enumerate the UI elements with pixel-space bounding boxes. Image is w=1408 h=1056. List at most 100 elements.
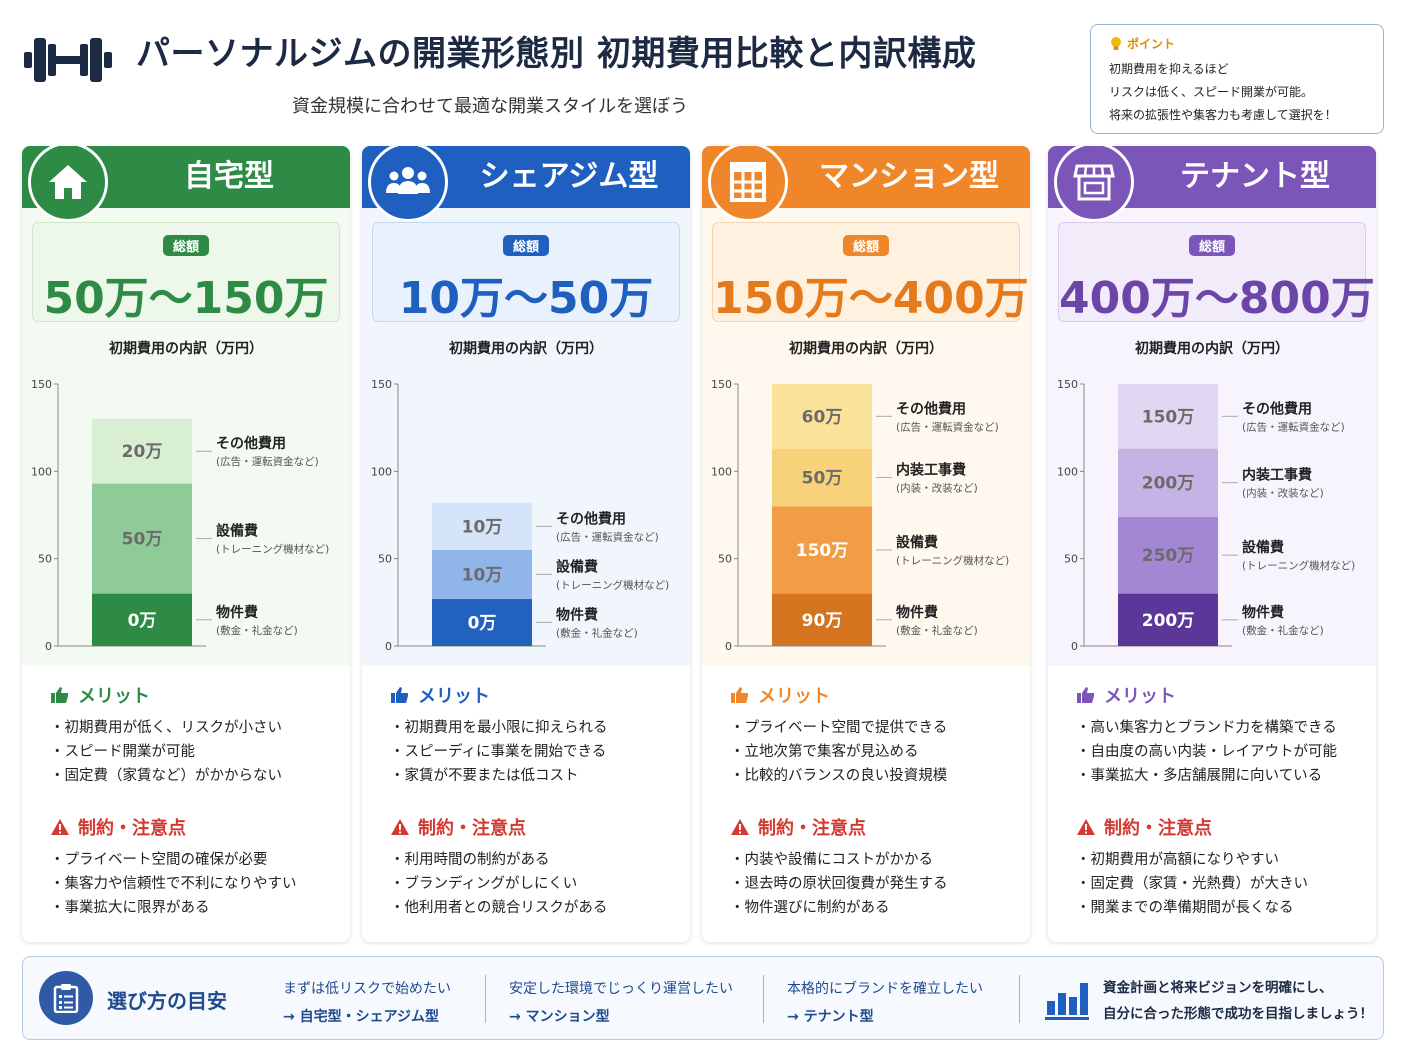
total-badge: 総額 <box>502 235 549 256</box>
page-subtitle: 資金規模に合わせて最適な開業スタイルを選ぼう <box>292 96 688 117</box>
guide-question: 安定した環境でじっくり運営したい <box>509 981 733 997</box>
info-panel: メリット 高い集客力とブランド力を構築できる 自由度の高い内装・レイアウトが可能… <box>1048 666 1376 942</box>
caution-list: 内装や設備にコストがかかる 退去時の原状回復費が発生する 物件選びに制約がある <box>730 848 1030 920</box>
warning-icon <box>391 819 409 835</box>
y-tick-label: 100 <box>1057 465 1078 478</box>
legend-label: その他費用 <box>896 400 966 417</box>
guide-message: 資金計画と将来ビジョンを明確にし、 自分に合った形態で成功を目指しましょう！ <box>1103 975 1373 1027</box>
list-item: 初期費用が高額になりやすい <box>1076 848 1376 872</box>
legend-sublabel: (広告・運転資金など) <box>216 455 319 468</box>
legend-label: その他費用 <box>216 435 286 452</box>
legend-sublabel: (トレーニング機材など) <box>896 554 1009 567</box>
point-box: ポイント 初期費用を抑えるほど リスクは低く、スピード開業が可能。 将来の拡張性… <box>1090 24 1384 134</box>
legend-label: 設備費 <box>896 534 938 551</box>
y-tick-label: 100 <box>711 465 732 478</box>
clipboard-icon <box>39 971 93 1025</box>
bar-segment <box>92 418 192 484</box>
y-tick-label: 50 <box>718 553 732 566</box>
merit-label: メリット <box>1104 686 1176 707</box>
bar-segment <box>1118 593 1218 646</box>
data-label: 150万 <box>1142 407 1195 427</box>
bar-segment <box>92 593 192 646</box>
legend-label: 物件費 <box>896 604 938 621</box>
total-badge: 総額 <box>162 235 209 256</box>
total-box: 総額 400万～800万 <box>1058 222 1375 324</box>
bar-segment <box>1118 384 1218 449</box>
guide-message-line: 資金計画と将来ビジョンを明確にし、 <box>1103 980 1333 996</box>
column-title: マンション型 <box>819 159 999 194</box>
guide-item: まずは低リスクで始めたい → 自宅型・シェアジム型 <box>283 975 451 1031</box>
list-item: 事業拡大に限界がある <box>50 896 350 920</box>
data-label: 10万 <box>462 517 503 537</box>
legend-label: 設備費 <box>556 558 598 575</box>
y-tick-label: 150 <box>31 378 52 391</box>
y-tick-label: 50 <box>38 553 52 566</box>
guide-message-line: 自分に合った形態で成功を目指しましょう！ <box>1103 1006 1373 1022</box>
total-value: 50万～150万 <box>43 273 329 324</box>
merit-list: 初期費用を最小限に抑えられる スピーディに事業を開始できる 家賃が不要または低コ… <box>390 716 690 788</box>
merit-label: メリット <box>418 686 490 707</box>
legend-label: 設備費 <box>216 523 258 540</box>
list-item: 利用時間の制約がある <box>390 848 690 872</box>
y-tick-label: 150 <box>1057 378 1078 391</box>
merit-list: 高い集客力とブランド力を構築できる 自由度の高い内装・レイアウトが可能 事業拡大… <box>1076 716 1376 788</box>
legend-label: その他費用 <box>556 510 626 527</box>
legend-label: 物件費 <box>1242 604 1284 621</box>
column-header: テナント型 <box>1048 146 1376 222</box>
legend-label: 物件費 <box>216 604 258 621</box>
column-mansion: マンション型 総額 150万～400万 初期費用の内訳（万円） 0 50 100 15… <box>702 146 1030 942</box>
data-label: 90万 <box>802 611 843 631</box>
y-tick-label: 50 <box>378 553 392 566</box>
data-label: 50万 <box>802 468 843 488</box>
data-label: 200万 <box>1142 474 1195 494</box>
caution-heading: 制約・注意点 <box>390 814 690 840</box>
building-icon <box>708 146 788 222</box>
list-item: プライベート空間で提供できる <box>730 716 1030 740</box>
divider <box>485 975 486 1023</box>
column-home: 自宅型 総額 50万～150万 初期費用の内訳（万円） 0 50 100 150 0万 物… <box>22 146 350 942</box>
list-item: 初期費用を最小限に抑えられる <box>390 716 690 740</box>
y-tick-label: 100 <box>31 465 52 478</box>
cost-breakdown-chart: 0 50 100 150 90万 物件費 (敷金・礼金など) 150万 設備費 (トレーニング機材… <box>711 378 1009 653</box>
point-label: ポイント <box>1127 37 1176 51</box>
list-item: スピーディに事業を開始できる <box>390 740 690 764</box>
selection-guide: 選び方の目安 まずは低リスクで始めたい → 自宅型・シェアジム型 安定した環境で… <box>22 956 1384 1040</box>
list-item: 自由度の高い内装・レイアウトが可能 <box>1076 740 1376 764</box>
list-item: 退去時の原状回復費が発生する <box>730 872 1030 896</box>
legend-label: 物件費 <box>556 606 598 623</box>
legend-sublabel: (広告・運転資金など) <box>896 420 999 433</box>
list-item: 固定費（家賃・光熱費）が大きい <box>1076 872 1376 896</box>
caution-list: 初期費用が高額になりやすい 固定費（家賃・光熱費）が大きい 開業までの準備期間が… <box>1076 848 1376 920</box>
total-box: 総額 10万～50万 <box>372 222 680 324</box>
divider <box>1019 975 1020 1023</box>
legend-sublabel: (トレーニング機材など) <box>556 578 669 591</box>
list-item: ブランディングがしにくい <box>390 872 690 896</box>
chart-title: 初期費用の内訳（万円） <box>449 341 603 357</box>
legend-label: 内装工事費 <box>896 461 966 478</box>
point-line: 将来の拡張性や集客力も考慮して選択を！ <box>1109 108 1337 122</box>
column-header: シェアジム型 <box>362 146 690 222</box>
info-panel: メリット プライベート空間で提供できる 立地次第で集客が見込める 比較的バランス… <box>702 666 1030 942</box>
legend-sublabel: (内装・改装など) <box>896 481 978 494</box>
legend-sublabel: (内装・改装など) <box>1242 487 1324 500</box>
bar-segment <box>92 483 192 594</box>
legend-sublabel: (トレーニング機材など) <box>216 543 329 556</box>
total-badge: 総額 <box>842 235 889 256</box>
home-icon <box>28 146 108 222</box>
caution-label: 制約・注意点 <box>78 818 186 839</box>
data-label: 0万 <box>128 611 157 631</box>
merit-label: メリット <box>758 686 830 707</box>
y-tick-label: 150 <box>371 378 392 391</box>
y-tick-label: 150 <box>711 378 732 391</box>
bar-segment <box>432 502 532 550</box>
data-label: 0万 <box>468 613 497 633</box>
y-tick-label: 0 <box>385 640 392 653</box>
list-item: プライベート空間の確保が必要 <box>50 848 350 872</box>
data-label: 60万 <box>802 407 843 427</box>
list-item: 集客力や信頼性で不利になりやすい <box>50 872 350 896</box>
y-tick-label: 0 <box>45 640 52 653</box>
page-title: パーソナルジムの開業形態別 初期費用比較と内訳構成 <box>136 34 977 74</box>
list-item: 事業拡大・多店舗展開に向いている <box>1076 764 1376 788</box>
legend-sublabel: (広告・運転資金など) <box>1242 420 1345 433</box>
